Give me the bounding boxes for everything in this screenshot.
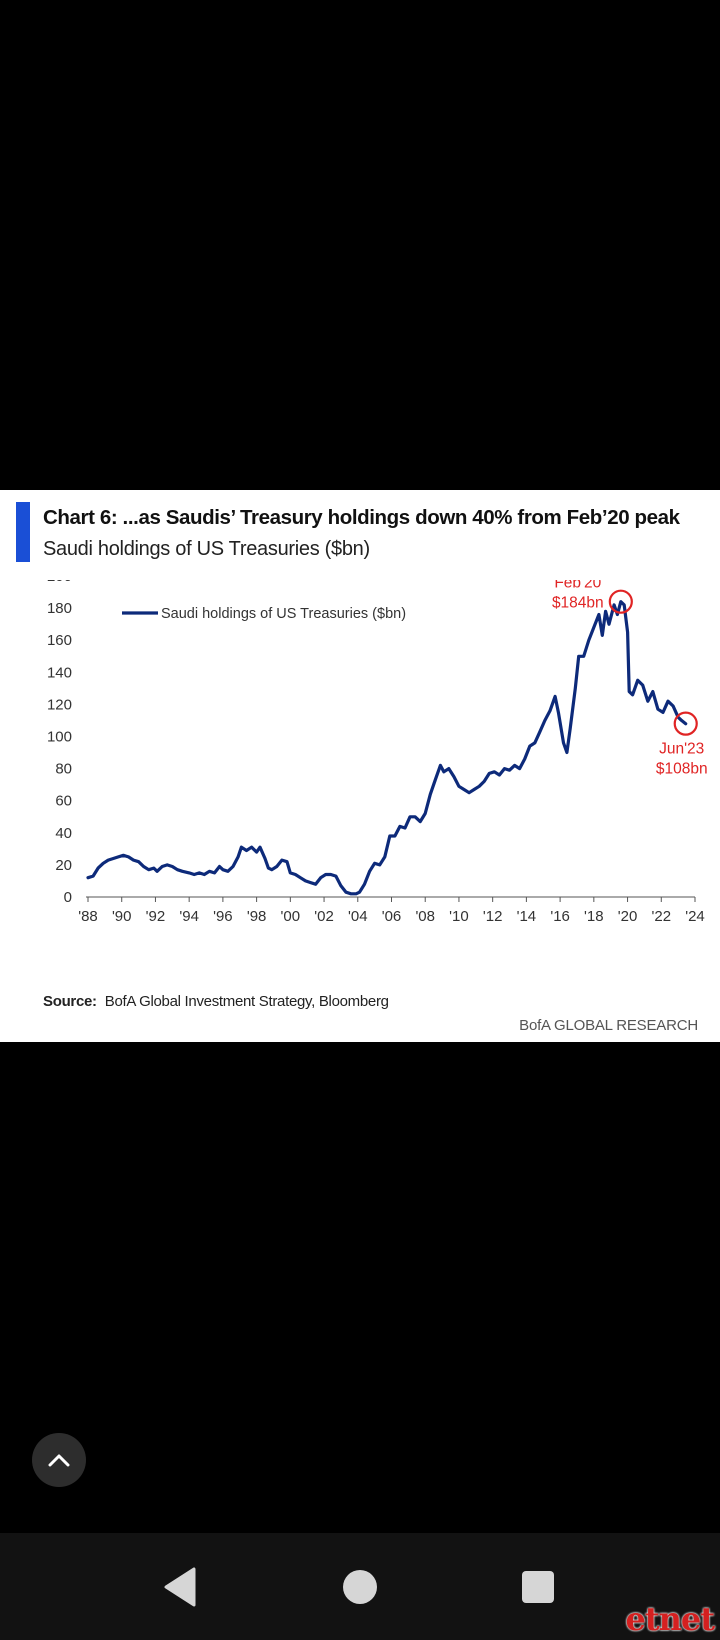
x-tick-label: '02 [314,908,334,925]
x-axis: '88 '90 '92 '94 '96 '98 '00 '02 '04 '06 '08 '10 '12 '… [78,896,705,925]
y-tick-label: 40 [55,825,72,842]
y-tick-label: 80 [55,761,72,778]
x-tick-label: '98 [247,908,267,925]
annotation-label: Jun'23 [659,741,704,758]
annotation-circle [673,711,698,736]
x-tick-label: '00 [281,908,301,925]
x-tick-label: '92 [146,908,166,925]
x-tick-label: '24 [685,908,705,925]
title-accent-bar [16,502,30,562]
scroll-to-top-button[interactable] [32,1433,86,1487]
x-tick-label: '16 [550,908,570,925]
y-axis: 0 20 40 60 80 100 120 140 160 180 200 [47,580,72,906]
y-tick-label: 140 [47,664,72,681]
x-tick-label: '10 [449,908,469,925]
y-tick-label: 200 [47,580,72,585]
source-text: BofA Global Investment Strategy, Bloombe… [104,993,389,1010]
chart-subtitle: Saudi holdings of US Treasuries ($bn) [43,538,370,560]
series-layer [86,600,688,896]
nav-recents-button[interactable] [516,1565,560,1609]
y-tick-label: 180 [47,600,72,617]
triangle-back-icon [164,1567,196,1607]
x-tick-label: '90 [112,908,132,925]
circle-home-icon [343,1570,377,1604]
legend: Saudi holdings of US Treasuries ($bn) [122,606,406,622]
annotation-circle [608,589,633,614]
x-tick-label: '20 [618,908,638,925]
y-tick-label: 120 [47,696,72,713]
x-tick-label: '06 [382,908,402,925]
x-tick-label: '18 [584,908,604,925]
annotation-label: Feb'20 [554,580,601,592]
line-chart: 0 20 40 60 80 100 120 140 160 180 200 '88 '90 '92 '94… [47,580,708,925]
x-tick-label: '04 [348,908,368,925]
series-line [86,600,688,896]
x-tick-label: '14 [517,908,537,925]
square-recents-icon [522,1571,554,1603]
chart-title: Chart 6: ...as Saudis’ Treasury holdings… [43,506,680,529]
legend-label: Saudi holdings of US Treasuries ($bn) [161,606,406,622]
annotation-label: $184bn [552,595,604,612]
x-tick-label: '96 [213,908,233,925]
nav-back-button[interactable] [158,1565,202,1609]
y-tick-label: 0 [64,889,72,906]
source-note: Source: BofA Global Investment Strategy, … [43,993,389,1010]
x-tick-label: '22 [651,908,671,925]
x-tick-label: '12 [483,908,503,925]
y-tick-label: 100 [47,729,72,746]
annotation-label: $108bn [656,761,708,778]
source-label: Source: [43,993,97,1010]
y-tick-label: 160 [47,632,72,649]
chart-card: Chart 6: ...as Saudis’ Treasury holdings… [0,490,720,1042]
etnet-watermark: etnet [625,1600,715,1638]
chevron-up-icon [48,1454,70,1467]
y-tick-label: 20 [55,857,72,874]
research-credit: BofA GLOBAL RESEARCH [519,1017,698,1034]
nav-home-button[interactable] [338,1565,382,1609]
system-navigation-bar [0,1533,720,1640]
x-tick-label: '08 [415,908,435,925]
y-tick-label: 60 [55,793,72,810]
annotation-layer: Feb'20 $184bn Jun'23 $108bn [552,580,708,778]
x-tick-label: '88 [78,908,98,925]
x-tick-label: '94 [179,908,199,925]
